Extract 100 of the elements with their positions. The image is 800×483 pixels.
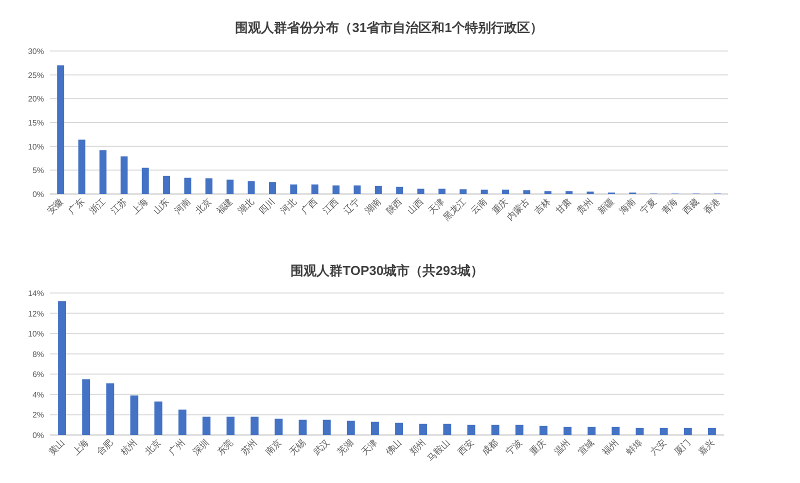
bar [58, 301, 66, 435]
x-tick-label: 蚌埠 [624, 437, 644, 458]
x-tick-label: 马鞍山 [425, 437, 452, 464]
y-tick-label: 30% [28, 47, 44, 56]
bar [467, 424, 476, 435]
bar [163, 176, 170, 194]
bar [322, 420, 331, 435]
x-tick-label: 河北 [278, 196, 298, 216]
bar [311, 184, 318, 194]
bar [332, 185, 340, 194]
x-tick-label: 成都 [480, 437, 500, 458]
bar [226, 180, 234, 194]
x-tick-label: 新疆 [596, 196, 616, 216]
x-tick-label: 厦门 [672, 437, 692, 458]
x-tick-label: 宣城 [576, 437, 596, 458]
bar [205, 178, 212, 194]
y-tick-label: 12% [28, 309, 44, 318]
y-tick-label: 25% [28, 70, 44, 80]
chart-title: 围观人群省份分布（31省市自治区和1个特别行政区） [235, 20, 543, 35]
bar [106, 383, 114, 435]
x-tick-label: 西安 [456, 437, 476, 458]
bar [250, 416, 259, 435]
y-tick-label: 4% [32, 390, 44, 400]
y-tick-label: 10% [28, 142, 44, 152]
chart-title: 围观人群TOP30城市（共293城） [290, 263, 484, 278]
x-tick-label: 六安 [648, 437, 668, 458]
x-tick-label: 江苏 [108, 196, 129, 216]
bar [268, 182, 276, 194]
bar [354, 185, 361, 194]
bar [82, 379, 90, 435]
x-tick-label: 上海 [70, 437, 91, 458]
x-tick-label: 江西 [320, 196, 340, 216]
x-tick-label: 湖南 [363, 196, 383, 216]
bar [566, 191, 573, 194]
bar [480, 190, 488, 194]
bar [523, 190, 530, 194]
bar [419, 424, 428, 435]
x-tick-label: 郑州 [408, 437, 428, 458]
bar [443, 424, 452, 435]
x-tick-label: 辽宁 [342, 196, 362, 216]
x-tick-label: 西藏 [680, 196, 701, 216]
x-tick-label: 无锡 [287, 437, 308, 458]
x-tick-label: 浙江 [88, 196, 108, 216]
y-tick-label: 8% [32, 350, 44, 359]
bar [374, 186, 382, 194]
bar [539, 426, 548, 435]
x-tick-label: 深圳 [191, 437, 211, 458]
bar [515, 424, 524, 435]
bar [660, 428, 668, 435]
x-tick-label: 温州 [552, 437, 572, 458]
x-tick-label: 北京 [194, 196, 214, 216]
bar [298, 420, 307, 435]
x-tick-label: 合肥 [94, 437, 115, 458]
bar [178, 410, 186, 435]
x-tick-label: 云南 [468, 196, 489, 216]
y-tick-label: 10% [28, 330, 44, 339]
x-tick-label: 苏州 [239, 437, 260, 458]
y-tick-label: 20% [28, 94, 44, 104]
bar [491, 424, 500, 435]
bar [588, 426, 596, 435]
bar [438, 188, 446, 194]
x-tick-label: 河南 [172, 196, 192, 216]
bar [396, 186, 404, 194]
x-tick-label: 山西 [405, 196, 426, 216]
bar [78, 140, 86, 194]
y-tick-label: 6% [32, 370, 44, 380]
x-tick-label: 海南 [617, 196, 638, 216]
x-tick-label: 武汉 [311, 437, 332, 458]
bar [120, 156, 128, 194]
x-tick-label: 福建 [214, 196, 235, 216]
x-tick-label: 陕西 [384, 196, 404, 216]
x-tick-label: 吉林 [532, 196, 552, 216]
x-tick-label: 南京 [263, 437, 284, 458]
x-tick-label: 湖北 [236, 196, 256, 216]
x-tick-label: 广州 [167, 437, 187, 458]
y-tick-label: 15% [28, 118, 44, 128]
x-tick-label: 佛山 [384, 437, 404, 458]
x-tick-label: 天津 [360, 437, 380, 458]
x-tick-label: 宁波 [504, 437, 524, 458]
x-tick-label: 宁夏 [638, 196, 658, 216]
x-tick-label: 广东 [66, 196, 86, 216]
y-tick-label: 0% [32, 431, 44, 440]
y-tick-label: 0% [32, 190, 44, 199]
x-tick-label: 甘肃 [554, 196, 574, 216]
bar [636, 428, 644, 435]
x-tick-label: 嘉兴 [696, 437, 716, 458]
x-tick-label: 青海 [660, 196, 680, 216]
x-tick-label: 黄山 [46, 437, 66, 458]
y-tick-label: 5% [32, 166, 44, 176]
x-tick-label: 安徽 [45, 196, 66, 216]
bar [248, 181, 255, 194]
bar [370, 422, 379, 435]
bar [502, 190, 510, 194]
x-tick-label: 山东 [151, 196, 171, 216]
x-tick-label: 广西 [299, 196, 320, 216]
y-tick-label: 2% [32, 410, 44, 420]
bar [460, 189, 467, 194]
bar [564, 426, 572, 435]
bar [274, 418, 283, 435]
bar [290, 184, 298, 194]
